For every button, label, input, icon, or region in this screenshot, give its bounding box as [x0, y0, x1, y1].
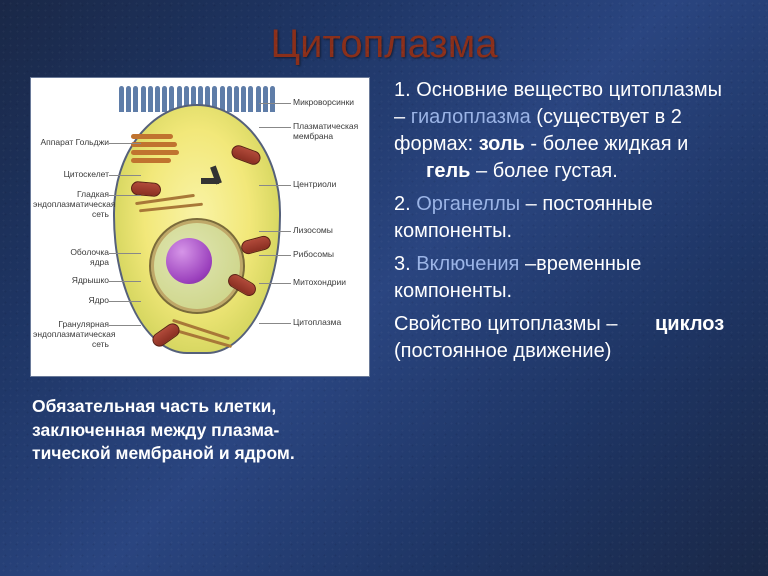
diagram-label: Гранулярная	[33, 320, 109, 329]
diagram-label: Цитоплазма	[293, 318, 341, 327]
leader-line	[259, 127, 291, 128]
diagram-label: сеть	[33, 210, 109, 219]
slide-title: Цитоплазма	[0, 0, 768, 67]
leader-line	[259, 231, 291, 232]
point-text: Основние вещество цитоплазмы – гиалоплаз…	[394, 79, 722, 155]
diagram-label: Плазматическая	[293, 122, 358, 131]
diagram-label: Цитоскелет	[33, 170, 109, 179]
text-column: 1. Основние вещество цитоплазмы – гиалоп…	[370, 77, 738, 466]
diagram-label: эндоплазматическая	[33, 330, 109, 339]
point-3: 3. Включения –временные компоненты.	[394, 251, 738, 305]
diagram-label: Ядро	[33, 296, 109, 305]
diagram-label: Оболочка	[33, 248, 109, 257]
leader-line	[109, 325, 141, 326]
property-line: Свойство цитоплазмы – циклоз (постоянное…	[394, 311, 738, 365]
golgi-apparatus	[131, 134, 179, 168]
leader-line	[259, 185, 291, 186]
cell-diagram: Аппарат ГольджиЦитоскелетГладкаяэндоплаз…	[30, 77, 370, 377]
point-1-line2: гель – более густая.	[394, 158, 738, 185]
diagram-label: Лизосомы	[293, 226, 333, 235]
point-1: 1. Основние вещество цитоплазмы – гиалоп…	[394, 77, 738, 185]
highlight-term: Включения	[411, 253, 520, 275]
nucleolus	[166, 238, 212, 284]
point-number: 1.	[394, 79, 411, 101]
leader-line	[109, 281, 141, 282]
diagram-label: Гладкая	[33, 190, 109, 199]
point-number: 3.	[394, 253, 411, 275]
leader-line	[259, 283, 291, 284]
leader-line	[109, 301, 141, 302]
highlight-term: Органеллы	[411, 193, 520, 215]
diagram-label: Рибосомы	[293, 250, 334, 259]
point-number: 2.	[394, 193, 411, 215]
leader-line	[259, 255, 291, 256]
diagram-label: Аппарат Гольджи	[33, 138, 109, 147]
left-column: Аппарат ГольджиЦитоскелетГладкаяэндоплаз…	[30, 77, 370, 466]
diagram-label: Центриоли	[293, 180, 336, 189]
point-2: 2. Органеллы – постоянные компоненты.	[394, 191, 738, 245]
diagram-label: мембрана	[293, 132, 333, 141]
leader-line	[109, 175, 141, 176]
leader-line	[109, 143, 141, 144]
highlight-term: гиалоплазма	[411, 106, 531, 128]
diagram-label: Митохондрии	[293, 278, 346, 287]
leader-line	[259, 323, 291, 324]
leader-line	[109, 253, 141, 254]
leader-line	[259, 103, 291, 104]
diagram-label: сеть	[33, 340, 109, 349]
diagram-label: эндоплазматическая	[33, 200, 109, 209]
diagram-label: Ядрышко	[33, 276, 109, 285]
content-row: Аппарат ГольджиЦитоскелетГладкаяэндоплаз…	[0, 67, 768, 466]
diagram-caption: Обязательная часть клетки, заключенная м…	[30, 395, 350, 466]
leader-line	[109, 195, 141, 196]
diagram-label: ядра	[33, 258, 109, 267]
diagram-label: Микроворсинки	[293, 98, 354, 107]
